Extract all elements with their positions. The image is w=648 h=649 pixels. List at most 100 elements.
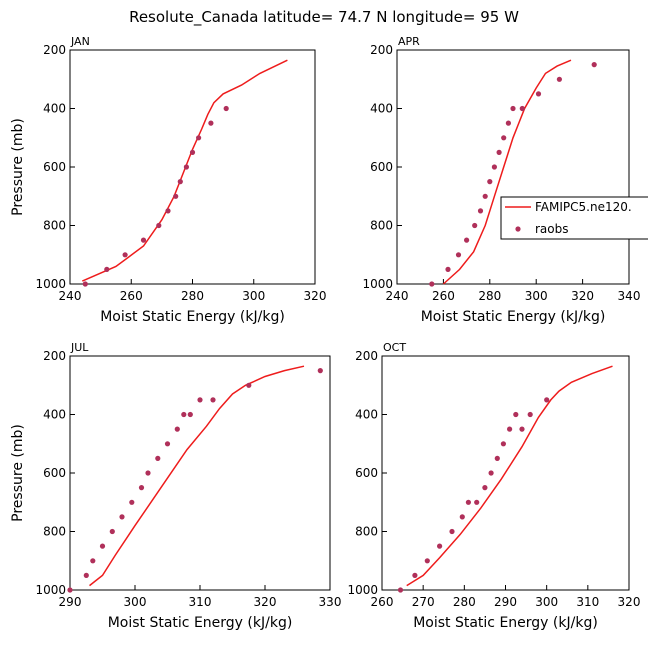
x-tick-label: 310 [189,595,212,609]
plot-frame [69,49,316,285]
legend-model-label: FAMIPC5.ne120. [535,200,632,214]
y-tick-label: 600 [355,466,378,480]
obs-point [449,528,455,535]
obs-point [527,411,533,418]
obs-point [482,193,488,199]
obs-point [459,514,465,520]
obs-point [317,368,323,374]
obs-point [424,558,430,564]
obs-point [519,105,525,112]
obs-point [145,470,151,476]
obs-point [472,222,478,229]
panel-jan: JAN 240 260 280 300 320 200 400 600 800 1000 Moist … [10,35,326,325]
obs-point [82,281,88,287]
x-axis-label: Moist Static Energy (kJ/kg) [100,309,285,325]
y-tick-label: 600 [43,160,66,174]
obs-point [437,543,443,549]
x-tick-label: 240 [59,289,82,303]
panel-oct: OCT 260 270 280 290 300 310 320 200 400 600 800 1000… [347,341,640,631]
y-tick-label: 200 [43,349,66,363]
y-tick-label: 800 [370,219,393,233]
y-tick-label: 1000 [362,277,393,291]
obs-point [246,382,252,388]
panel-label: JUL [70,341,89,354]
obs-point [177,179,183,185]
obs-point [104,266,110,272]
panels: JAN 240 260 280 300 320 200 400 600 800 1000 Moist … [10,35,640,631]
x-tick-label: 280 [453,595,476,609]
y-tick-label: 400 [355,408,378,422]
obs-point [496,149,502,155]
x-tick-label: 320 [304,289,327,303]
obs-point [173,193,179,199]
x-tick-label: 300 [525,289,548,303]
obs-point [465,499,471,505]
model-line [406,365,613,587]
obs-point [99,543,106,549]
y-tick-label: 1000 [347,583,378,597]
legend: FAMIPC5.ne120. raobs [500,196,648,240]
y-tick-label: 400 [43,102,66,116]
obs-point [464,237,470,243]
obs-point [455,252,462,258]
obs-point [67,587,73,593]
x-tick-label: 280 [181,289,204,303]
figure-title: Resolute_Canada latitude= 74.7 N longitu… [129,8,519,27]
y-tick-label: 800 [355,525,378,539]
obs-point [197,397,203,403]
obs-point [210,397,216,403]
obs-point [165,208,171,214]
obs-point [223,105,229,112]
obs-point [90,558,96,564]
obs-point [482,485,488,491]
obs-point [181,411,187,418]
x-tick-label: 240 [386,289,409,303]
obs-point [494,455,500,461]
y-tick-label: 400 [43,408,66,422]
obs-point [397,587,404,593]
obs-point [507,426,513,432]
panel-label: OCT [383,341,406,354]
plot-frame [396,49,630,285]
panel-label: APR [398,35,420,48]
y-axis-label: Pressure (mb) [10,424,26,522]
obs-point [183,164,189,170]
obs-point [544,397,550,403]
x-tick-label: 260 [371,595,394,609]
obs-point [119,514,125,520]
plot-frame [69,355,331,591]
y-tick-label: 200 [355,349,378,363]
obs-point [155,455,161,461]
obs-point [488,470,494,476]
legend-marker-swatch [515,226,521,232]
obs-point [535,91,542,97]
x-tick-label: 320 [571,289,594,303]
x-tick-label: 330 [319,595,342,609]
obs-point [510,105,516,112]
y-tick-label: 200 [370,43,393,57]
x-tick-label: 320 [618,595,641,609]
panel-label: JAN [70,35,90,48]
x-axis-label: Moist Static Energy (kJ/kg) [421,309,606,325]
obs-point [474,499,480,505]
obs-point [196,135,202,141]
obs-point [505,120,511,126]
x-axis-label: Moist Static Energy (kJ/kg) [108,615,293,631]
obs-point [138,485,145,491]
obs-point [445,266,451,272]
x-tick-label: 260 [432,289,455,303]
y-tick-label: 200 [43,43,66,57]
x-tick-label: 300 [242,289,265,303]
y-axis-label: Pressure (mb) [10,118,26,216]
obs-point [122,252,128,258]
x-tick-label: 300 [535,595,558,609]
y-tick-label: 800 [43,219,66,233]
panel-jul: JUL 290 300 310 320 330 200 400 600 800 1000 Moist … [10,341,341,631]
x-tick-label: 290 [59,595,82,609]
x-tick-label: 310 [576,595,599,609]
y-tick-label: 600 [43,466,66,480]
obs-point [429,281,435,287]
obs-point [591,62,597,68]
x-tick-label: 320 [254,595,277,609]
